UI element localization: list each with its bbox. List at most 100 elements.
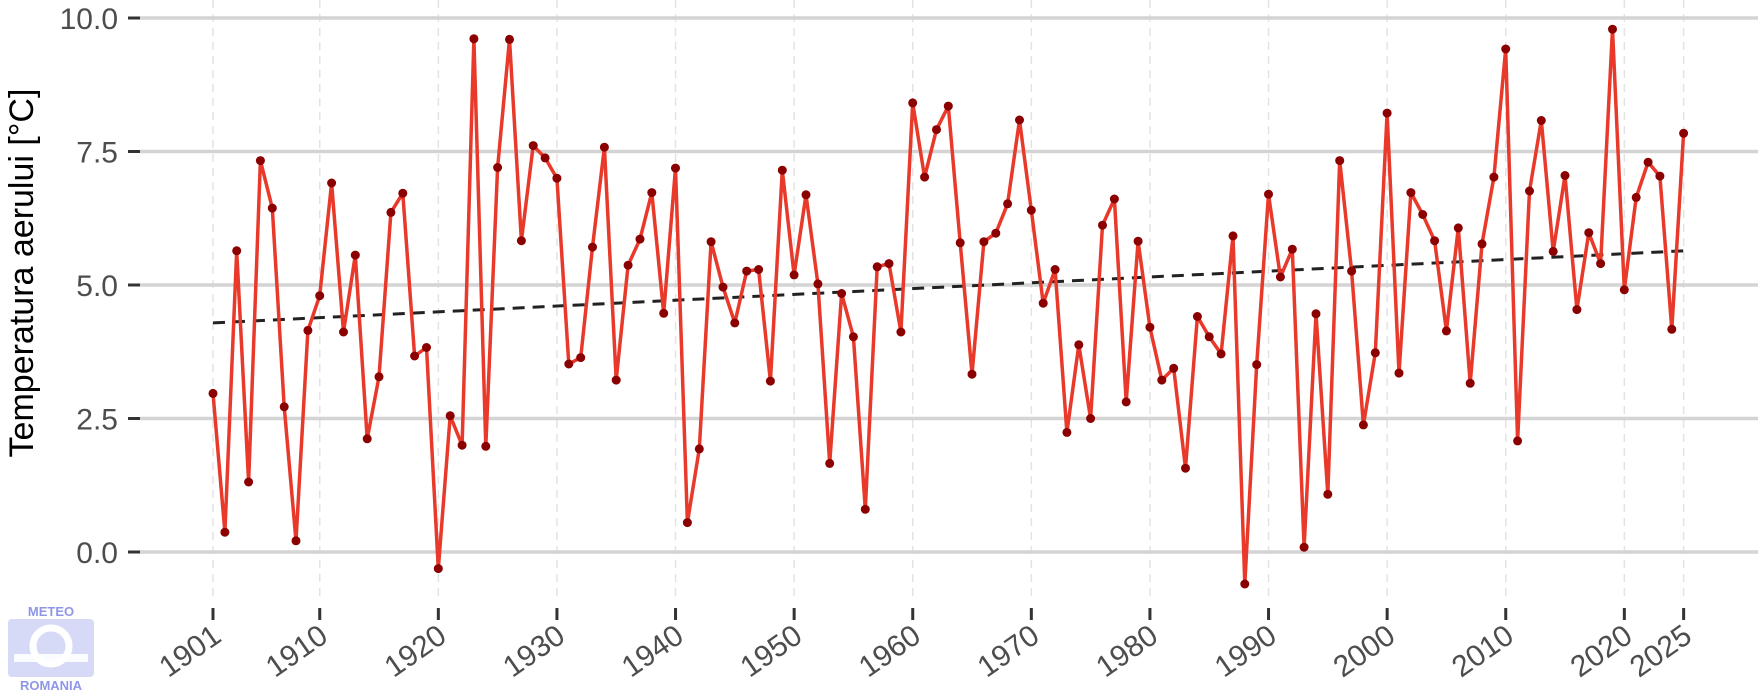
data-point-1980 bbox=[1145, 322, 1155, 332]
x-tick-label-1910: 1910 bbox=[260, 619, 334, 684]
x-tick-label-1980: 1980 bbox=[1090, 619, 1164, 684]
data-point-1965 bbox=[967, 369, 977, 379]
data-point-1914 bbox=[362, 434, 372, 444]
y-tick-label-7.5: 7.5 bbox=[76, 137, 118, 170]
y-axis-label: Temperatura aerului [°C] bbox=[3, 89, 41, 458]
data-point-1916 bbox=[386, 207, 396, 217]
data-point-1956 bbox=[860, 504, 870, 514]
data-point-1905 bbox=[255, 156, 265, 166]
data-point-1913 bbox=[350, 250, 360, 260]
data-point-1948 bbox=[765, 376, 775, 386]
data-point-1931 bbox=[564, 359, 574, 369]
x-tick-label-1920: 1920 bbox=[379, 619, 453, 684]
data-point-1991 bbox=[1275, 272, 1285, 282]
data-point-2008 bbox=[1477, 239, 1487, 249]
data-point-2004 bbox=[1430, 236, 1440, 246]
data-point-1903 bbox=[232, 246, 242, 256]
x-tick-label-1990: 1990 bbox=[1209, 619, 1283, 684]
data-point-1984 bbox=[1192, 312, 1202, 321]
data-point-2022 bbox=[1643, 157, 1653, 167]
data-point-2003 bbox=[1418, 210, 1428, 219]
x-tick-label-1950: 1950 bbox=[735, 619, 809, 684]
data-point-1994 bbox=[1311, 309, 1321, 319]
data-point-1926 bbox=[505, 34, 514, 44]
data-point-1964 bbox=[955, 238, 965, 248]
data-point-1929 bbox=[540, 153, 550, 163]
data-point-1966 bbox=[979, 237, 989, 247]
x-tick-label-2000: 2000 bbox=[1328, 619, 1402, 684]
data-point-1993 bbox=[1299, 542, 1309, 552]
data-points bbox=[208, 24, 1689, 589]
data-point-1967 bbox=[991, 228, 1001, 238]
data-point-1946 bbox=[742, 266, 752, 276]
data-point-2023 bbox=[1655, 171, 1665, 181]
x-tick-label-1970: 1970 bbox=[972, 619, 1046, 684]
data-point-2013 bbox=[1536, 116, 1546, 125]
data-point-1917 bbox=[398, 188, 408, 198]
data-point-1942 bbox=[694, 444, 704, 454]
data-point-1976 bbox=[1098, 220, 1107, 230]
data-point-2014 bbox=[1548, 246, 1558, 256]
data-point-1975 bbox=[1086, 414, 1096, 423]
logo-top-text: METEO bbox=[28, 604, 74, 619]
data-point-1963 bbox=[943, 101, 953, 111]
y-axis-ticks: 0.0 2.5 5.0 7.5 10.0 bbox=[60, 3, 140, 570]
x-tick-label-2025: 2025 bbox=[1624, 619, 1698, 684]
data-point-1937 bbox=[635, 234, 645, 244]
data-point-1992 bbox=[1287, 244, 1297, 254]
data-point-2025 bbox=[1679, 128, 1689, 138]
data-point-1959 bbox=[896, 327, 906, 337]
data-point-2010 bbox=[1501, 44, 1511, 54]
data-point-1924 bbox=[481, 441, 491, 451]
x-axis-ticks: 1901 1910 1920 1930 1940 1950 1960 1970 1980 1990… bbox=[153, 608, 1698, 684]
data-point-1941 bbox=[682, 518, 692, 528]
data-point-2017 bbox=[1584, 228, 1594, 238]
data-point-1954 bbox=[837, 289, 847, 298]
data-point-1953 bbox=[825, 458, 835, 468]
data-point-1972 bbox=[1050, 265, 1060, 274]
data-point-1987 bbox=[1228, 231, 1238, 241]
x-tick-label-1960: 1960 bbox=[853, 619, 927, 684]
data-point-2001 bbox=[1394, 368, 1404, 378]
data-point-1970 bbox=[1026, 205, 1036, 215]
data-point-2000 bbox=[1382, 108, 1392, 118]
data-point-1947 bbox=[754, 265, 764, 274]
series-line bbox=[211, 27, 1686, 586]
data-point-1998 bbox=[1358, 420, 1368, 430]
data-point-1920 bbox=[433, 564, 443, 574]
x-tick-label-2010: 2010 bbox=[1446, 619, 1520, 684]
data-point-1958 bbox=[884, 259, 894, 269]
data-point-1927 bbox=[516, 236, 526, 246]
data-point-1997 bbox=[1347, 266, 1357, 276]
data-point-1996 bbox=[1335, 156, 1345, 166]
data-point-1950 bbox=[789, 270, 799, 280]
data-point-2006 bbox=[1453, 223, 1463, 233]
data-point-1935 bbox=[611, 375, 621, 385]
data-point-1957 bbox=[872, 262, 882, 272]
data-point-1968 bbox=[1003, 199, 1013, 209]
data-point-1979 bbox=[1133, 236, 1143, 246]
data-point-1952 bbox=[813, 279, 823, 289]
data-point-1973 bbox=[1062, 427, 1072, 437]
data-point-1988 bbox=[1240, 579, 1250, 589]
data-point-2015 bbox=[1560, 171, 1570, 180]
data-point-1936 bbox=[623, 260, 633, 270]
data-point-2020 bbox=[1619, 285, 1629, 295]
data-point-1911 bbox=[327, 178, 337, 188]
data-point-1930 bbox=[552, 173, 562, 183]
data-point-1902 bbox=[220, 527, 230, 537]
data-point-1933 bbox=[588, 242, 597, 252]
data-point-1925 bbox=[493, 163, 503, 172]
data-point-1969 bbox=[1015, 115, 1024, 125]
x-tick-label-1940: 1940 bbox=[616, 619, 690, 684]
data-point-1945 bbox=[730, 318, 740, 328]
data-point-2009 bbox=[1489, 172, 1499, 182]
data-point-1943 bbox=[706, 237, 716, 247]
data-point-1915 bbox=[374, 372, 384, 382]
data-point-1922 bbox=[457, 440, 467, 450]
data-point-2002 bbox=[1406, 188, 1416, 198]
data-point-1960 bbox=[908, 98, 918, 108]
data-point-2018 bbox=[1596, 259, 1606, 269]
x-tick-label-2020: 2020 bbox=[1565, 619, 1639, 684]
